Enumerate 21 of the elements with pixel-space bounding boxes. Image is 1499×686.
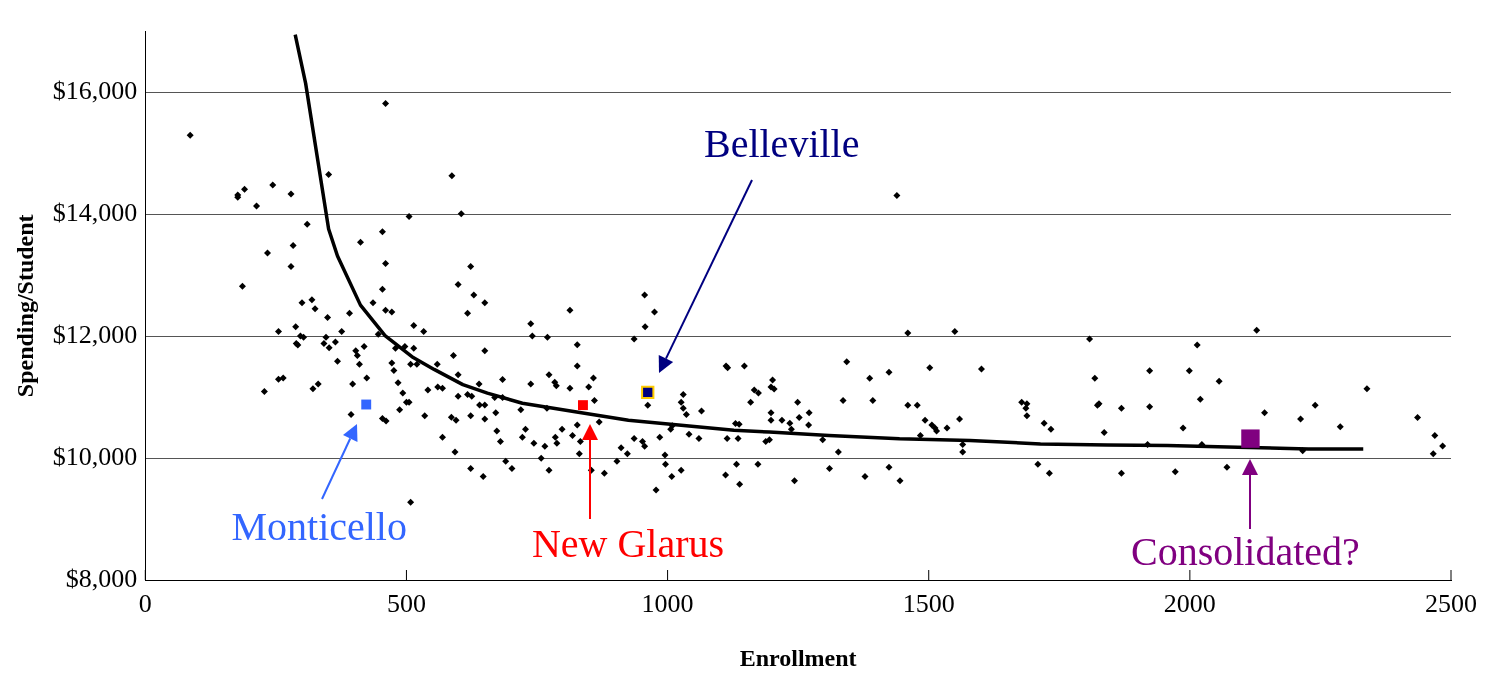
x-tick-label: 2000: [1163, 589, 1216, 619]
point: [578, 400, 588, 411]
x-tick-label: 500: [386, 589, 426, 619]
annotation: Monticello: [231, 502, 407, 549]
x-tick-label: 1500: [902, 589, 955, 619]
annotation: Belleville: [703, 119, 860, 167]
point: [1241, 429, 1260, 448]
y-axis-title: Spending/Student: [11, 214, 38, 398]
y-tick-label: $16,000: [52, 76, 138, 106]
x-tick-label: 1000: [641, 589, 694, 619]
point: [641, 385, 655, 399]
point: [361, 399, 372, 410]
annotation: Consolidated?: [1131, 527, 1360, 575]
x-tick-label: 2500: [1425, 589, 1477, 619]
annotation: New Glarus: [531, 519, 725, 567]
y-tick-label: $14,000: [52, 198, 138, 228]
y-tick-label: $10,000: [52, 441, 138, 471]
x-tick-label: 0: [138, 589, 152, 619]
x-axis-title: Enrollment: [739, 644, 857, 671]
y-tick-label: $12,000: [52, 320, 138, 350]
y-tick-label: $8,000: [65, 563, 138, 593]
